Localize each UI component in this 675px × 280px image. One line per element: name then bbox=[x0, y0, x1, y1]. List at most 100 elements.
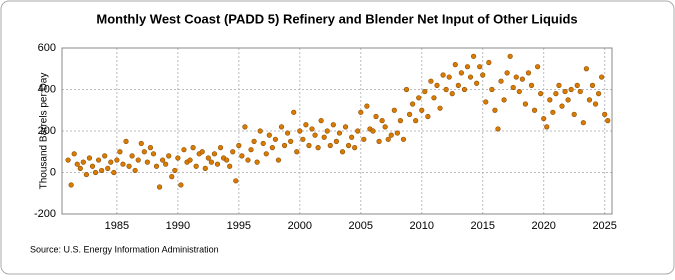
point bbox=[321, 134, 327, 140]
point bbox=[71, 151, 77, 157]
point bbox=[410, 101, 416, 107]
point bbox=[160, 157, 166, 163]
point bbox=[144, 159, 150, 165]
point bbox=[263, 151, 269, 157]
point bbox=[364, 103, 370, 109]
point bbox=[519, 76, 525, 82]
point bbox=[419, 107, 425, 113]
point bbox=[388, 132, 394, 138]
point bbox=[77, 165, 83, 171]
point bbox=[583, 66, 589, 72]
point bbox=[339, 149, 346, 155]
y-tick-label: 200 bbox=[38, 125, 56, 137]
point bbox=[251, 138, 257, 144]
x-tick-label: 2020 bbox=[531, 220, 555, 232]
point bbox=[477, 64, 483, 70]
point bbox=[470, 53, 477, 59]
plot-border bbox=[61, 47, 613, 215]
point bbox=[306, 142, 312, 149]
point bbox=[214, 161, 221, 167]
point bbox=[449, 91, 455, 97]
point bbox=[126, 163, 132, 169]
point bbox=[544, 124, 550, 130]
point bbox=[474, 80, 480, 86]
point bbox=[227, 163, 233, 169]
point bbox=[352, 145, 358, 151]
point bbox=[211, 151, 218, 157]
point bbox=[602, 111, 608, 117]
point bbox=[318, 118, 324, 124]
point bbox=[510, 84, 516, 91]
point bbox=[285, 130, 291, 136]
point bbox=[297, 128, 303, 134]
point bbox=[498, 78, 504, 84]
point bbox=[379, 118, 385, 124]
point bbox=[187, 157, 193, 163]
point bbox=[175, 155, 181, 161]
point bbox=[559, 103, 565, 109]
point bbox=[464, 64, 471, 70]
point bbox=[538, 91, 544, 97]
point bbox=[230, 149, 236, 155]
point bbox=[123, 138, 129, 144]
y-tick-label: -200 bbox=[34, 208, 56, 220]
point bbox=[303, 122, 309, 128]
y-tick-label: 400 bbox=[38, 83, 56, 95]
point bbox=[239, 153, 245, 159]
point bbox=[254, 159, 260, 165]
point bbox=[443, 86, 449, 93]
point bbox=[592, 101, 599, 107]
point bbox=[568, 86, 574, 93]
point bbox=[102, 153, 108, 159]
point bbox=[437, 105, 443, 111]
point bbox=[345, 142, 352, 149]
point bbox=[452, 61, 458, 68]
point bbox=[553, 91, 559, 97]
point bbox=[272, 136, 279, 142]
point bbox=[574, 82, 580, 88]
point bbox=[336, 130, 343, 136]
point bbox=[480, 72, 486, 78]
point bbox=[330, 122, 336, 128]
point bbox=[312, 132, 318, 138]
point bbox=[80, 159, 86, 165]
point bbox=[349, 134, 355, 140]
point bbox=[178, 182, 184, 188]
point bbox=[153, 163, 160, 169]
point bbox=[105, 165, 111, 171]
point bbox=[513, 74, 519, 80]
point bbox=[278, 124, 285, 130]
point bbox=[495, 126, 501, 132]
point bbox=[208, 159, 214, 165]
point bbox=[95, 157, 102, 163]
point bbox=[281, 142, 288, 149]
point bbox=[403, 86, 410, 93]
point bbox=[556, 82, 562, 88]
point bbox=[217, 145, 224, 151]
point bbox=[525, 70, 532, 76]
point bbox=[501, 97, 507, 103]
point bbox=[504, 70, 510, 76]
point bbox=[541, 115, 547, 122]
point bbox=[373, 113, 379, 120]
point bbox=[248, 147, 254, 153]
point bbox=[309, 126, 315, 132]
point bbox=[108, 159, 114, 165]
chart-title: Monthly West Coast (PADD 5) Refinery and… bbox=[96, 11, 577, 26]
point bbox=[327, 142, 333, 149]
point bbox=[605, 118, 611, 124]
point bbox=[361, 136, 367, 142]
point bbox=[333, 138, 339, 144]
point bbox=[193, 163, 199, 169]
point bbox=[562, 88, 568, 95]
point bbox=[83, 171, 89, 178]
point bbox=[117, 149, 123, 155]
point bbox=[586, 97, 593, 103]
source: Source: U.S. Energy Information Administ… bbox=[30, 244, 219, 254]
point bbox=[394, 130, 400, 136]
point bbox=[236, 142, 242, 149]
point bbox=[163, 161, 169, 167]
point bbox=[431, 95, 437, 101]
point bbox=[416, 95, 422, 101]
point bbox=[595, 91, 602, 97]
